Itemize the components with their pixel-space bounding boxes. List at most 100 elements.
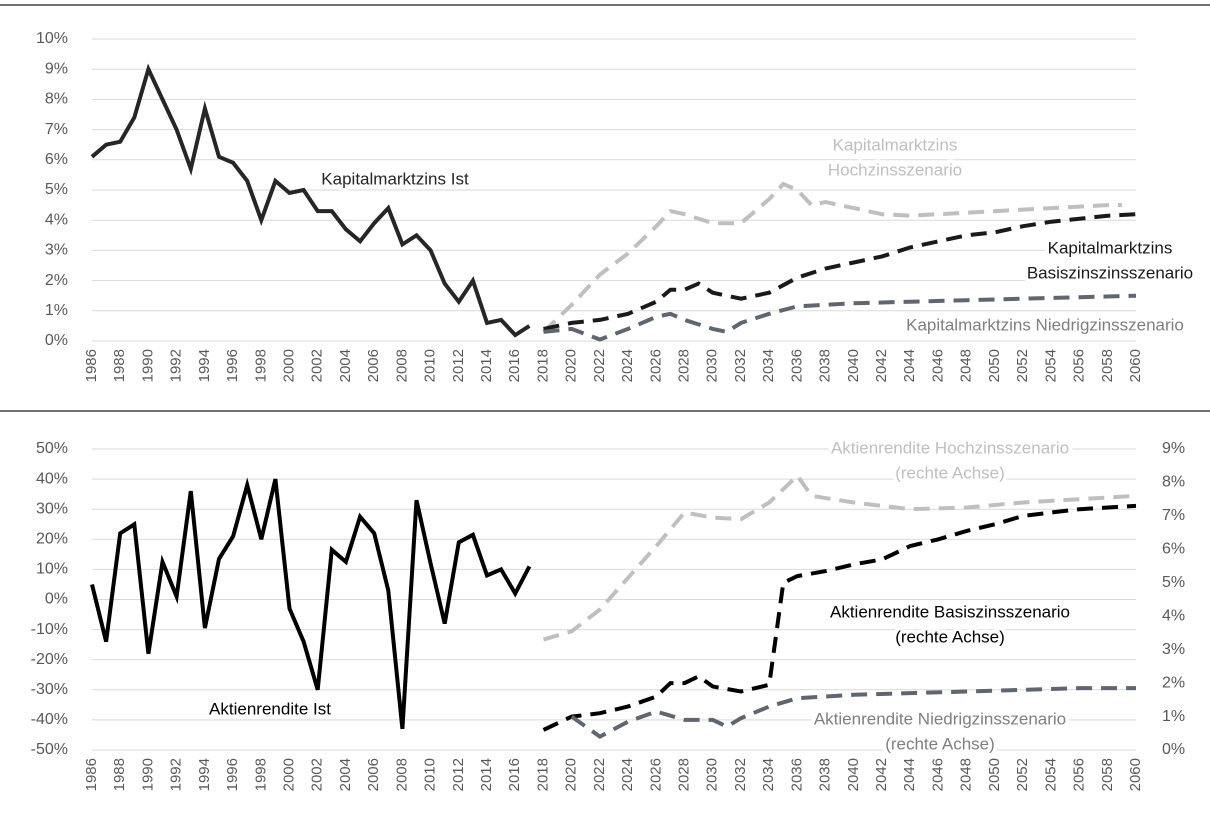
annotation: Hochzinsszenario: [828, 160, 962, 179]
annotation: Aktienrendite Basiszinsszenario: [830, 602, 1070, 621]
annotation: Aktienrendite Hochzinsszenario: [831, 438, 1069, 457]
y-tick-label: 0%: [45, 332, 68, 349]
annotation: Aktienrendite Niedrigzinsszenario: [814, 709, 1066, 728]
series-line: [542, 181, 1122, 334]
x-tick-label: 2044: [901, 758, 918, 791]
y-tick-label: -20%: [31, 651, 68, 668]
x-tick-label: 2014: [478, 758, 495, 791]
x-tick-label: 2026: [647, 758, 664, 791]
x-tick-label: 2024: [619, 758, 636, 791]
x-tick-label: 2034: [760, 758, 777, 791]
y2-tick-label: 2%: [1162, 674, 1185, 691]
x-tick-label: 2012: [450, 758, 467, 791]
y-tick-label: 1%: [45, 302, 68, 319]
x-tick-label: 1998: [252, 758, 269, 791]
x-tick-label: 1986: [83, 758, 100, 791]
y-tick-label: 50%: [36, 440, 68, 457]
annotation: Basiszinszinsszenario: [1027, 263, 1193, 282]
x-tick-label: 2044: [901, 349, 918, 382]
x-tick-label: 2048: [958, 758, 975, 791]
x-tick-label: 2052: [1014, 349, 1031, 382]
x-tick-label: 2050: [986, 758, 1003, 791]
x-tick-label: 2036: [788, 349, 805, 382]
series-line: [90, 477, 532, 730]
x-tick-label: 1992: [168, 758, 185, 791]
y-tick-label: 3%: [45, 242, 68, 259]
x-tick-label: 2046: [929, 349, 946, 382]
y-tick-label: -10%: [31, 621, 68, 638]
x-tick-label: 1994: [196, 758, 213, 791]
y2-tick-label: 8%: [1162, 474, 1185, 491]
x-tick-label: 2042: [873, 349, 890, 382]
x-tick-label: 1988: [111, 758, 128, 791]
x-tick-label: 2002: [309, 349, 326, 382]
series-line: [542, 503, 1137, 732]
series-line: [570, 686, 1136, 739]
x-tick-label: 2056: [1071, 349, 1088, 382]
x-tick-label: 1990: [139, 349, 156, 382]
y2-tick-label: 6%: [1162, 541, 1185, 558]
y-tick-label: 0%: [45, 591, 68, 608]
x-tick-label: 2004: [337, 758, 354, 791]
x-tick-label: 2030: [704, 349, 721, 382]
x-tick-label: 2050: [986, 349, 1003, 382]
annotation: Kapitalmarktzins: [833, 135, 958, 154]
x-tick-label: 1996: [224, 758, 241, 791]
x-tick-label: 2020: [563, 349, 580, 382]
x-tick-label: 2054: [1042, 758, 1059, 791]
y-tick-label: 2%: [45, 272, 68, 289]
x-tick-label: 2000: [280, 758, 297, 791]
annotation: Kapitalmarktzins Niedrigzinsszenario: [906, 315, 1184, 334]
series-line: [543, 212, 1137, 331]
series-line: [90, 63, 531, 338]
x-tick-label: 1996: [224, 349, 241, 382]
annotation: Kapitalmarktzins Ist: [321, 169, 469, 188]
x-tick-label: 2002: [309, 758, 326, 791]
x-tick-label: 2036: [788, 758, 805, 791]
y-tick-label: -50%: [31, 741, 68, 758]
annotation: Aktienrendite Ist: [209, 699, 331, 718]
x-tick-label: 2058: [1099, 758, 1116, 791]
y-tick-label: 40%: [36, 470, 68, 487]
x-tick-label: 1994: [196, 349, 213, 382]
y2-tick-label: 1%: [1162, 708, 1185, 725]
y-tick-label: -40%: [31, 711, 68, 728]
y-tick-label: 10%: [36, 30, 68, 47]
x-tick-label: 2042: [873, 758, 890, 791]
x-tick-label: 2048: [958, 349, 975, 382]
y2-tick-label: 5%: [1162, 574, 1185, 591]
annotation: (rechte Achse): [895, 627, 1005, 646]
x-tick-label: 2008: [393, 758, 410, 791]
x-tick-label: 2034: [760, 349, 777, 382]
x-tick-label: 2018: [534, 349, 551, 382]
x-tick-label: 2010: [422, 349, 439, 382]
y-tick-label: 30%: [36, 500, 68, 517]
series-line: [542, 472, 1137, 642]
y-tick-label: 7%: [45, 121, 68, 138]
y-tick-label: 20%: [36, 531, 68, 548]
x-tick-label: 2010: [422, 758, 439, 791]
y2-tick-label: 7%: [1162, 507, 1185, 524]
x-tick-label: 2028: [676, 758, 693, 791]
x-tick-label: 2032: [732, 349, 749, 382]
x-tick-label: 2026: [647, 349, 664, 382]
x-tick-label: 2056: [1071, 758, 1088, 791]
y-tick-label: 8%: [45, 91, 68, 108]
x-tick-label: 2008: [393, 349, 410, 382]
x-tick-label: 2038: [817, 758, 834, 791]
x-tick-label: 1986: [83, 349, 100, 382]
x-tick-label: 2020: [563, 758, 580, 791]
series-line: [543, 293, 1137, 342]
x-tick-label: 1992: [168, 349, 185, 382]
x-tick-label: 2040: [845, 758, 862, 791]
x-tick-label: 1998: [252, 349, 269, 382]
x-tick-label: 2018: [534, 758, 551, 791]
x-tick-label: 2060: [1127, 758, 1144, 791]
x-tick-label: 1990: [139, 758, 156, 791]
x-tick-label: 2038: [817, 349, 834, 382]
x-tick-label: 2016: [506, 349, 523, 382]
y-tick-label: 10%: [36, 561, 68, 578]
x-tick-label: 2032: [732, 758, 749, 791]
x-tick-label: 2060: [1127, 349, 1144, 382]
